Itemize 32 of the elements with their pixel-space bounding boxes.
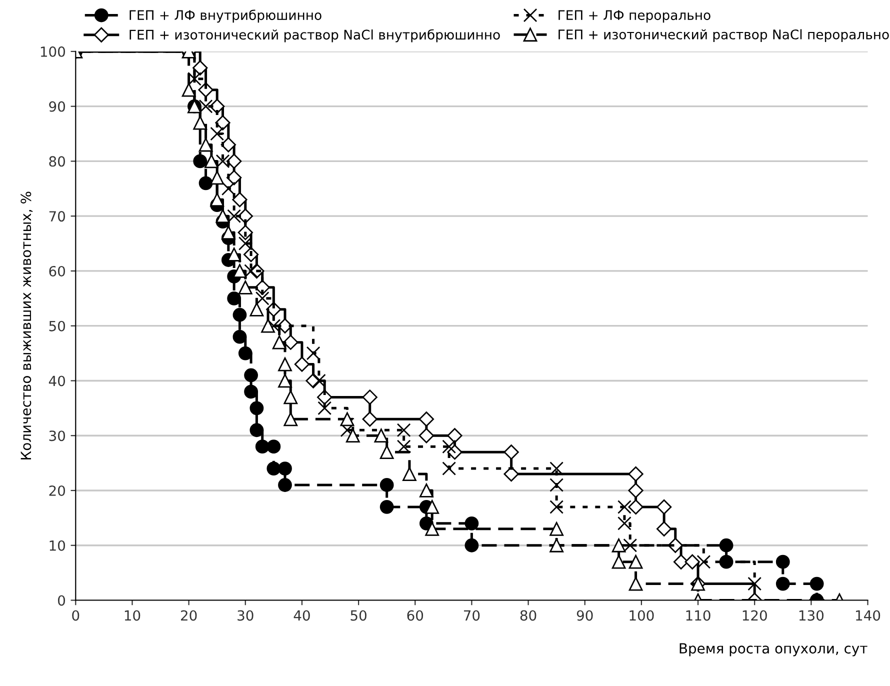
x-tick-label: 110 (686, 610, 710, 621)
y-tick-label: 100 (40, 46, 66, 57)
y-tick-label: 20 (49, 485, 66, 496)
x-tick-label: 30 (238, 610, 254, 621)
y-tick-label: 60 (49, 266, 66, 276)
legend-label: ГЕП + ЛФ внутрибрюшинно (130, 10, 322, 23)
x-tick-label: 80 (520, 610, 536, 621)
x-tick-label: 100 (630, 610, 654, 621)
x-tick-label: 90 (576, 610, 593, 621)
y-tick-label: 0 (58, 595, 66, 606)
x-axis-title: Время роста опухоли, сут (680, 643, 868, 656)
legend-label: ГЕП + изотонический раствор NaCl внутрибрюшинно (130, 29, 500, 42)
x-tick-label: 20 (180, 610, 197, 621)
y-tick-label: 40 (48, 376, 66, 386)
x-tick-label: 130 (799, 610, 824, 621)
x-tick-label: 60 (407, 610, 424, 621)
y-tick-label: 80 (49, 156, 66, 167)
x-tick-label: 0 (72, 610, 80, 621)
x-tick-label: 120 (742, 610, 767, 621)
y-tick-label: 10 (50, 540, 66, 551)
y-tick-label: 70 (49, 211, 66, 222)
y-axis-title: Количество выживших животных, % (20, 192, 33, 460)
y-tick-label: 30 (49, 430, 66, 442)
legend-label: ГЕП + ЛФ перорально (558, 10, 710, 23)
legend-label: ГЕП + изотонический раствор NaCl перорально (558, 29, 889, 42)
x-tick-label: 10 (124, 610, 140, 621)
x-tick-label: 140 (856, 610, 880, 621)
x-tick-label: 40 (294, 610, 310, 621)
y-tick-label: 50 (49, 320, 66, 332)
y-tick-label: 90 (49, 101, 66, 112)
x-tick-label: 50 (350, 610, 366, 621)
x-tick-label: 70 (464, 610, 480, 621)
